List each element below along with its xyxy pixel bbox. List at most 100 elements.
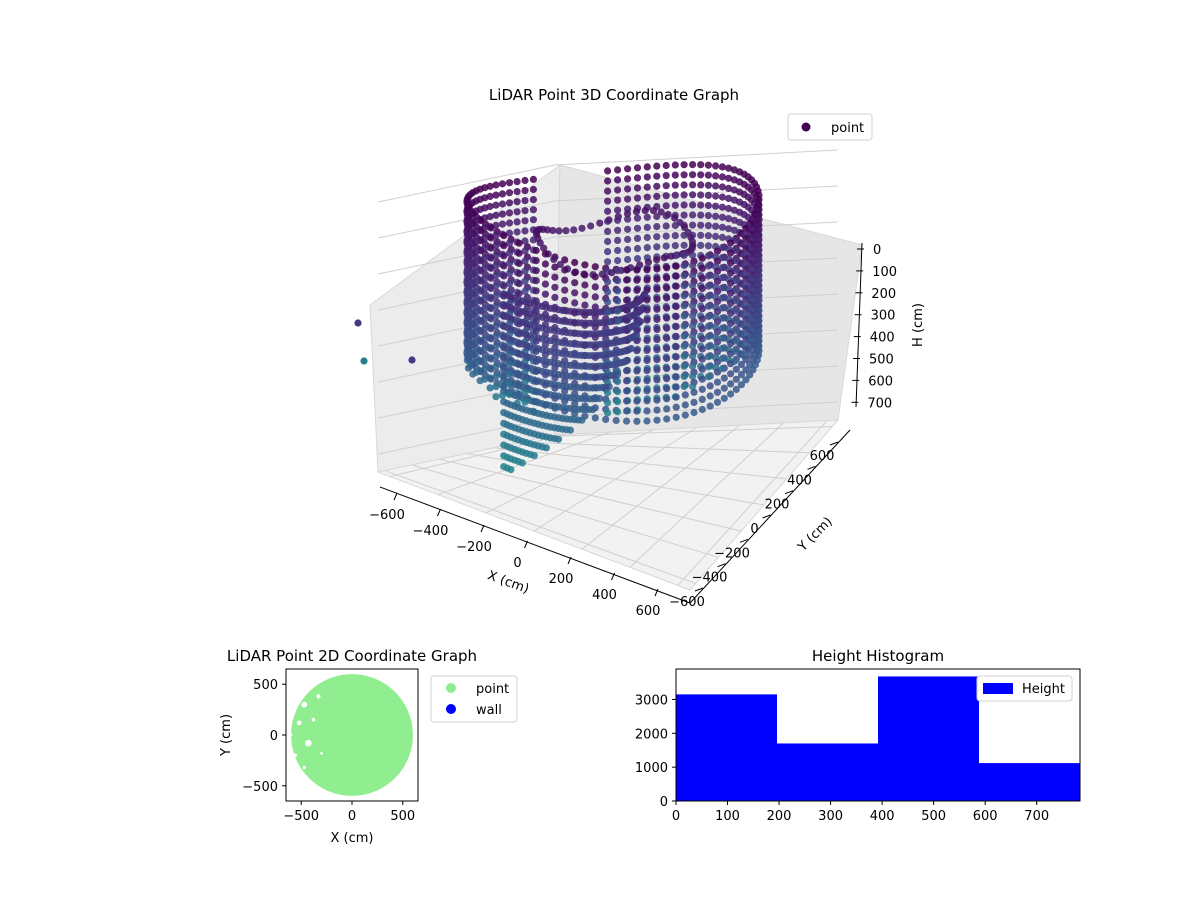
- scatter-3d-point: [633, 286, 641, 294]
- scatter-3d-point: [689, 322, 697, 330]
- scatter-3d-point: [653, 162, 661, 170]
- scatter-3d-point: [549, 226, 557, 235]
- scatter-3d-point: [529, 206, 538, 214]
- y-tick-3d: [762, 514, 771, 519]
- scatter-3d-point: [727, 390, 735, 398]
- scatter-3d-point: [725, 204, 733, 213]
- scatter-3d-point: [571, 299, 579, 307]
- scatter-3d-point: [614, 257, 622, 265]
- scatter-3d-point: [633, 214, 642, 222]
- scatter-3d-point: [671, 161, 679, 169]
- scatter-3d-point: [653, 192, 661, 200]
- scatter-3d-point: [614, 398, 622, 406]
- scatter-3d-point: [712, 212, 720, 220]
- scatter-3d-point: [591, 343, 599, 351]
- legend-histogram-swatch: [983, 683, 1013, 694]
- scatter-3d-point: [487, 244, 495, 252]
- scatter-3d-point: [712, 172, 720, 180]
- scatter-3d-point: [581, 341, 589, 349]
- scatter-3d-point: [492, 181, 500, 189]
- x-tick-3d: [567, 556, 572, 565]
- scatter-3d-point: [624, 235, 632, 243]
- scatter-3d-point: [585, 362, 593, 370]
- x-tick-3d: [437, 508, 441, 517]
- y-tick-label-hist: 2000: [635, 727, 668, 742]
- scatter-3d-point: [513, 208, 521, 216]
- scatter-3d-point: [742, 335, 750, 344]
- scatter-3d-point: [718, 284, 727, 292]
- scatter-3d-point: [408, 356, 416, 364]
- x-tick-label-2d: 0: [348, 809, 356, 824]
- z-tick-label-3d: 600: [868, 374, 893, 389]
- scatter-3d-point: [515, 269, 523, 278]
- scatter-3d-point: [662, 242, 670, 250]
- x-axis-line: [379, 486, 691, 604]
- scatter-3d-point: [725, 194, 733, 202]
- grid-line-h-back: [554, 221, 839, 238]
- scatter-3d-point: [591, 273, 599, 281]
- point-cloud-gap: [311, 717, 316, 722]
- scatter-3d-point: [672, 292, 680, 300]
- scatter-3d-point: [725, 215, 733, 223]
- y-tick-3d: [694, 587, 704, 592]
- scatter-3d-point: [698, 335, 706, 343]
- legend-2d-marker-point: [446, 683, 456, 693]
- scatter-3d-point: [742, 285, 750, 293]
- point-cloud-gap: [320, 751, 323, 755]
- scatter-3d-point: [532, 367, 540, 376]
- scatter-3d-point: [680, 372, 688, 380]
- scatter-3d-point: [672, 333, 680, 341]
- scatter-3d-point: [698, 325, 706, 333]
- scatter-3d-point: [515, 320, 523, 328]
- scatter-3d-point: [680, 322, 688, 330]
- x-tick-label-hist: 200: [767, 809, 792, 824]
- scatter-3d-point: [492, 191, 500, 199]
- scatter-3d-point: [742, 305, 750, 313]
- scatter-3d-point: [713, 358, 722, 366]
- scatter-3d-point: [487, 254, 495, 262]
- scatter-3d-point: [742, 366, 750, 374]
- point-cloud-gap: [301, 701, 308, 708]
- scatter-3d-point: [727, 329, 735, 338]
- x-tick-label-3d: 600: [636, 604, 661, 619]
- scatter-3d-point: [662, 222, 670, 230]
- histogram-bar: [676, 694, 777, 801]
- scatter-3d-point: [505, 259, 514, 267]
- scatter-3d-point: [680, 201, 688, 209]
- scatter-3d-point: [663, 314, 671, 322]
- scatter-3d-point: [633, 244, 642, 253]
- scatter-3d-point: [653, 256, 661, 264]
- scatter-3d-point: [543, 226, 552, 234]
- scatter-3d-point: [521, 257, 529, 265]
- scatter-3d-point: [614, 287, 622, 295]
- scatter-3d-point: [680, 302, 688, 310]
- scatter-3d-point: [614, 267, 622, 275]
- y-tick-label-3d: 600: [810, 449, 835, 464]
- scatter-3d-point: [653, 325, 661, 334]
- y-axis-line: [689, 429, 851, 604]
- scatter-3d-point: [529, 185, 538, 194]
- scatter-3d-point: [614, 176, 622, 184]
- scatter-3d-point: [530, 452, 538, 460]
- scatter-3d-point: [704, 222, 713, 230]
- y-tick-3d: [807, 465, 816, 470]
- scatter-3d-point: [521, 267, 529, 275]
- scatter-3d-point: [689, 362, 697, 370]
- scatter-3d-point: [697, 191, 705, 199]
- scatter-3d-point: [690, 408, 698, 417]
- scatter-3d-point: [671, 171, 679, 179]
- x-axis-label-2d: X (cm): [331, 831, 374, 846]
- scatter-3d-point: [653, 275, 661, 283]
- x-tick-label-3d: −400: [413, 524, 449, 539]
- scatter-3d-point: [689, 251, 697, 259]
- scatter-3d-point: [718, 223, 727, 231]
- scatter-3d-point: [690, 398, 698, 406]
- scatter-3d-point: [614, 226, 622, 234]
- scatter-3d-point: [591, 283, 599, 291]
- scatter-3d-point: [505, 269, 514, 277]
- scatter-3d-point: [498, 391, 507, 400]
- scatter-3d-point: [541, 250, 550, 258]
- scatter-3d-point: [727, 340, 735, 348]
- scatter-3d-point: [498, 200, 507, 208]
- scatter-3d-point: [681, 401, 689, 409]
